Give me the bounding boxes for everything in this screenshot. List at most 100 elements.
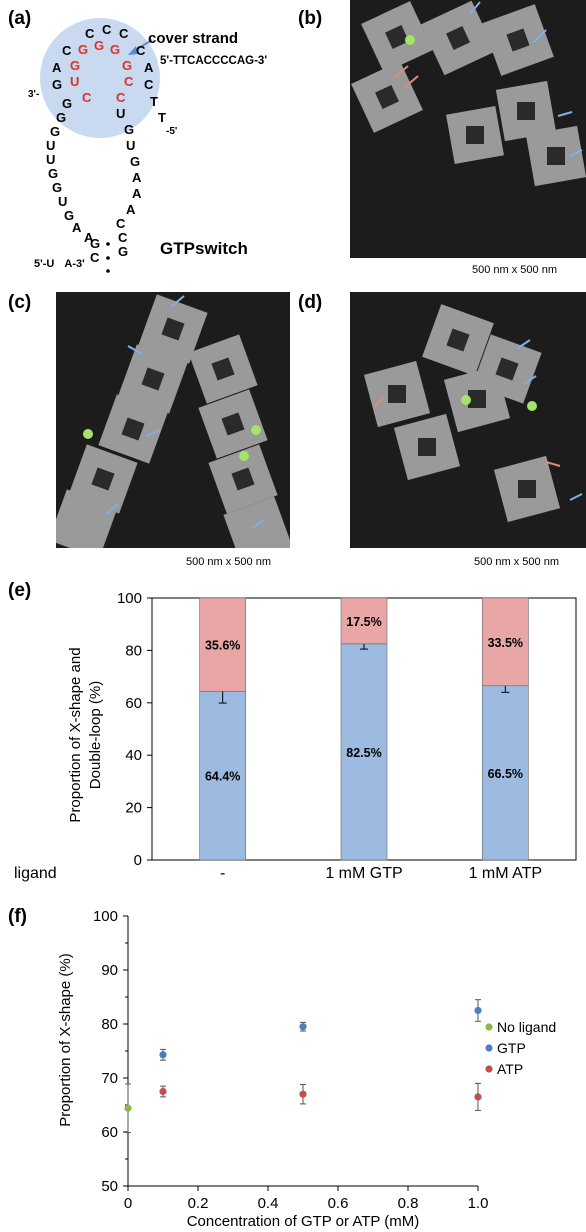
red-arrows-d: [373, 395, 561, 467]
origami-holes-d: [388, 328, 536, 498]
afm-image-c: [56, 292, 290, 548]
end-3-left: 3'-: [28, 89, 39, 100]
svg-text:C: C: [82, 90, 92, 105]
x-tick-label: 1 mM GTP: [325, 865, 402, 882]
svg-text:G: G: [52, 77, 62, 92]
y-axis-label: Proportion of X-shape (%): [57, 953, 74, 1126]
stacked-bar-chart: Proportion of X-shape and Double-loop (%…: [14, 590, 577, 882]
scatter-chart: Proportion of X-shape (%) Concentration …: [57, 908, 556, 1230]
svg-text:T: T: [158, 110, 166, 125]
afm-svg-d: [363, 304, 583, 523]
y-tick-label: 70: [101, 1070, 118, 1087]
y-tick-label: 80: [101, 1016, 118, 1033]
svg-text:A: A: [144, 60, 154, 75]
y-tick-label: 60: [101, 1124, 118, 1141]
svg-text:G: G: [56, 110, 66, 125]
green-dot: [405, 35, 415, 45]
svg-text:G: G: [52, 180, 62, 195]
legend-marker: [485, 1023, 493, 1031]
svg-text:U: U: [116, 106, 125, 121]
bottom-stem: 5'-U A-3': [34, 258, 85, 270]
svg-text:A: A: [126, 202, 136, 217]
y-tick-label: 20: [125, 800, 142, 817]
data-point: [299, 1023, 307, 1031]
svg-text:A: A: [132, 170, 142, 185]
svg-text:G: G: [64, 208, 74, 223]
bar-data-label: 33.5%: [488, 636, 523, 650]
legend-label: No ligand: [497, 1019, 556, 1035]
data-point: [474, 1093, 482, 1101]
svg-text:U: U: [46, 152, 55, 167]
svg-text:G: G: [130, 154, 140, 169]
svg-text:C: C: [90, 250, 100, 265]
svg-text:C: C: [62, 43, 72, 58]
bar-data-label: 17.5%: [346, 615, 381, 629]
y-tick-label: 40: [125, 747, 142, 764]
svg-text:G: G: [78, 42, 88, 57]
bar-segment: [199, 690, 246, 861]
svg-text:C: C: [144, 77, 154, 92]
data-point: [299, 1090, 307, 1098]
end-3-bottom: -3': [72, 258, 85, 270]
bar-data-label: 35.6%: [205, 639, 240, 653]
y-tick-label: 80: [125, 642, 142, 659]
x-tick-label: 0.8: [398, 1195, 419, 1212]
bar-data-label: 64.4%: [205, 770, 240, 784]
red-arrows-b: [393, 65, 419, 89]
data-point: [474, 1006, 482, 1015]
data-point: [159, 1051, 167, 1059]
data-point: [159, 1087, 167, 1096]
caption-d: 500 nm x 500 nm: [474, 556, 559, 568]
x-tick-label: 0.4: [258, 1195, 279, 1212]
x-axis-prefix: ligand: [14, 865, 57, 882]
legend-marker: [485, 1065, 493, 1073]
svg-text:C: C: [102, 22, 112, 37]
legend-label: GTP: [497, 1040, 526, 1056]
y-tick-label: 60: [125, 695, 142, 712]
afm-svg-b: [351, 0, 586, 187]
legend-marker: [485, 1044, 493, 1052]
svg-text:G: G: [70, 58, 80, 73]
caption-c: 500 nm x 500 nm: [186, 556, 271, 568]
caption-b: 500 nm x 500 nm: [472, 264, 557, 276]
panel-e-label: (e): [8, 580, 32, 601]
svg-text:G: G: [124, 122, 134, 137]
bar-segment: [482, 685, 529, 861]
svg-text:T: T: [150, 94, 158, 109]
cover-arrow-head: [128, 46, 138, 55]
y-tick-label: 90: [101, 962, 118, 979]
svg-text:C: C: [116, 216, 126, 231]
panel-f-label: (f): [8, 906, 27, 927]
end-5-right: -5': [166, 126, 177, 137]
svg-text:A: A: [52, 60, 62, 75]
svg-text:A: A: [84, 230, 94, 245]
panel-a-label: (a): [8, 8, 32, 29]
x-tick-label: 0.2: [188, 1195, 209, 1212]
cover-strand-title: cover strand: [148, 30, 238, 47]
svg-text:G: G: [90, 236, 100, 251]
x-tick-label: -: [220, 865, 225, 882]
bar-segment: [199, 597, 246, 692]
cover-strand-seq: 5'-TTCACCCCAG-3': [160, 55, 267, 67]
svg-text:C: C: [85, 26, 95, 41]
x-axis-label: Concentration of GTP or ATP (mM): [187, 1213, 420, 1230]
y-tick-label: 50: [101, 1178, 118, 1195]
svg-text:G: G: [50, 124, 60, 139]
svg-text:G: G: [118, 244, 128, 259]
bar-segment: [340, 597, 388, 645]
afm-image-d: [350, 292, 586, 548]
panel-c-label: (c): [8, 292, 32, 313]
bar-segment: [340, 643, 388, 861]
afm-svg-c: [56, 294, 290, 548]
gtpswitch-name: GTPswitch: [160, 239, 248, 258]
cover-highlight: [40, 18, 160, 138]
end-5-bottom: 5'-: [34, 258, 47, 270]
y-tick-label: 0: [134, 852, 142, 869]
svg-text:U: U: [58, 194, 67, 209]
x-tick-label: 1.0: [468, 1195, 489, 1212]
blue-arrows-c: [105, 295, 265, 529]
svg-text:C: C: [118, 230, 128, 245]
y-tick-label: 100: [117, 590, 142, 607]
